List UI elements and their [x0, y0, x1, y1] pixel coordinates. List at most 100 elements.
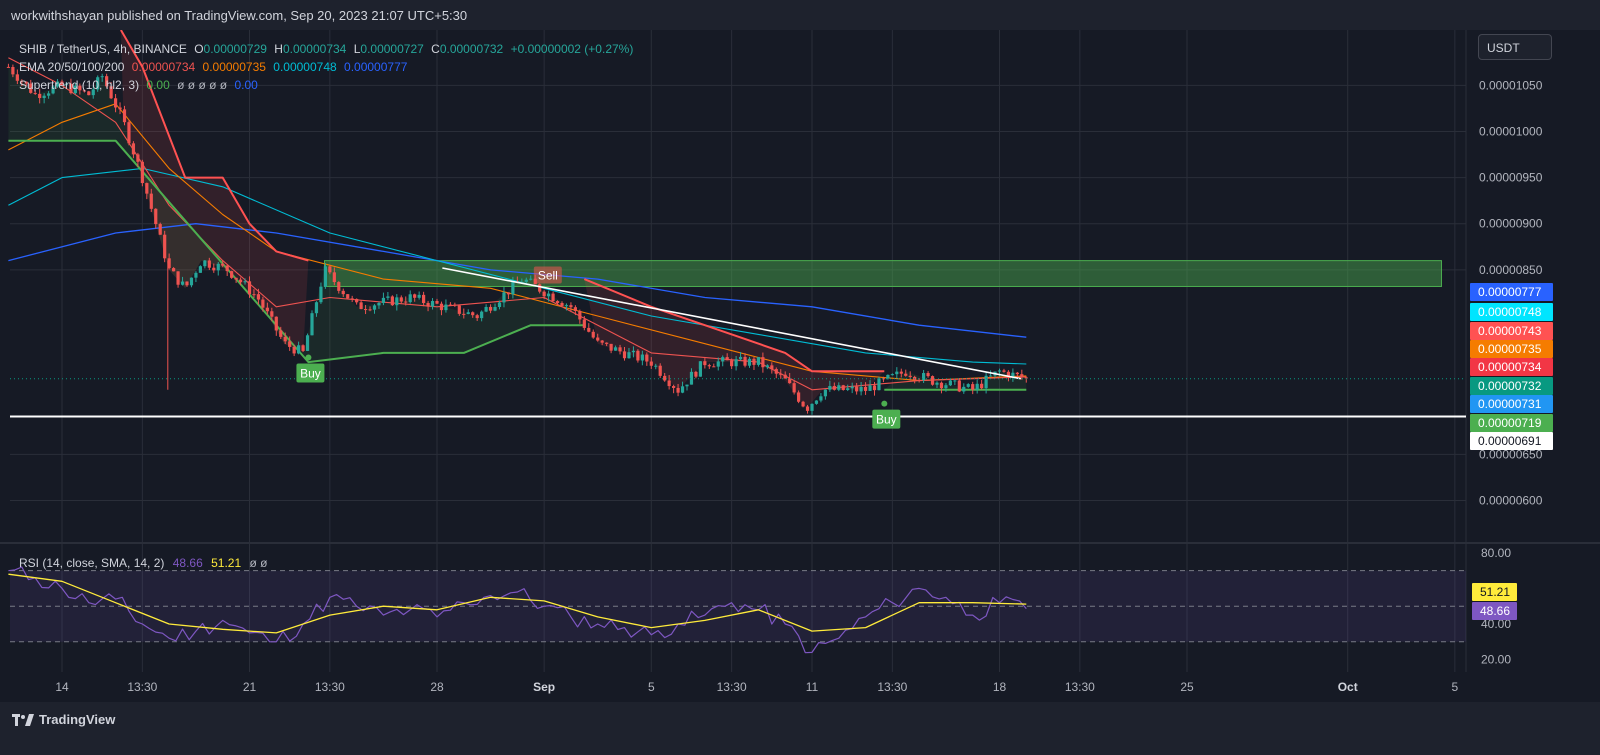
candle-body[interactable] [605, 342, 609, 344]
candle-body[interactable] [386, 296, 390, 298]
candle-body[interactable] [957, 380, 961, 392]
candle-body[interactable] [618, 347, 622, 352]
candle-body[interactable] [6, 66, 11, 68]
candle-body[interactable] [163, 234, 167, 259]
candle-body[interactable] [547, 293, 551, 297]
candle-body[interactable] [395, 297, 399, 306]
candle-body[interactable] [270, 311, 274, 317]
candle-body[interactable] [975, 383, 979, 390]
candle-body[interactable] [680, 386, 685, 393]
candle-body[interactable] [560, 303, 564, 306]
candle-body[interactable] [341, 290, 345, 295]
candle-body[interactable] [238, 279, 243, 283]
candle-body[interactable] [497, 302, 502, 308]
candle-body[interactable] [765, 365, 769, 368]
candle-body[interactable] [346, 294, 350, 299]
candle-body[interactable] [15, 74, 19, 81]
candle-body[interactable] [863, 386, 868, 391]
candle-body[interactable] [381, 297, 386, 304]
candle-body[interactable] [399, 297, 403, 302]
candle-body[interactable] [859, 386, 863, 392]
candle-body[interactable] [716, 361, 720, 367]
candle-body[interactable] [721, 357, 725, 362]
candle-body[interactable] [194, 272, 198, 278]
candle-body[interactable] [587, 327, 591, 332]
candle-body[interactable] [819, 396, 823, 401]
candle-body[interactable] [569, 305, 573, 308]
candle-body[interactable] [877, 378, 881, 391]
candle-body[interactable] [712, 366, 716, 368]
candle-body[interactable] [654, 365, 658, 367]
candle-body[interactable] [413, 294, 417, 298]
candle-body[interactable] [738, 356, 743, 360]
candle-body[interactable] [734, 359, 738, 367]
candle-body[interactable] [140, 161, 144, 184]
candle-body[interactable] [926, 373, 930, 377]
candle-body[interactable] [980, 383, 984, 389]
resistance-zone[interactable] [324, 260, 1442, 287]
candle-body[interactable] [42, 95, 46, 99]
candle-body[interactable] [613, 347, 618, 351]
buy-signal-box[interactable] [296, 363, 325, 383]
candle-body[interactable] [109, 86, 113, 99]
candle-body[interactable] [564, 305, 569, 307]
candle-body[interactable] [198, 266, 202, 273]
candle-body[interactable] [667, 380, 671, 387]
candle-body[interactable] [265, 307, 269, 312]
buy-signal-box[interactable] [872, 409, 901, 429]
candle-body[interactable] [511, 281, 515, 295]
candle-body[interactable] [935, 382, 939, 385]
candle-body[interactable] [172, 268, 176, 272]
candle-body[interactable] [225, 265, 229, 272]
candle-body[interactable] [78, 85, 82, 91]
candle-body[interactable] [502, 292, 506, 303]
candle-body[interactable] [756, 357, 761, 365]
candle-body[interactable] [372, 305, 377, 310]
candle-body[interactable] [622, 351, 627, 359]
candle-body[interactable] [797, 392, 801, 402]
candle-body[interactable] [55, 81, 60, 87]
candle-body[interactable] [631, 350, 636, 353]
candle-body[interactable] [283, 336, 287, 342]
candle-body[interactable] [82, 90, 86, 92]
candle-body[interactable] [301, 345, 305, 351]
candle-body[interactable] [698, 361, 702, 377]
candle-body[interactable] [350, 298, 354, 300]
candle-body[interactable] [426, 303, 430, 307]
candle-body[interactable] [189, 277, 194, 286]
candle-body[interactable] [672, 386, 676, 388]
candle-body[interactable] [922, 373, 926, 381]
candle-body[interactable] [774, 369, 778, 374]
candle-body[interactable] [988, 375, 993, 377]
candle-body[interactable] [323, 266, 327, 287]
candle-body[interactable] [363, 309, 368, 311]
candle-body[interactable] [305, 335, 310, 351]
candle-body[interactable] [841, 385, 845, 390]
candle-body[interactable] [127, 122, 131, 144]
candle-body[interactable] [145, 183, 149, 194]
candle-body[interactable] [493, 307, 497, 311]
candle-body[interactable] [573, 307, 577, 312]
candle-body[interactable] [87, 91, 91, 96]
candle-body[interactable] [448, 304, 452, 306]
candle-body[interactable] [51, 86, 55, 94]
candle-body[interactable] [881, 378, 886, 380]
candle-body[interactable] [355, 298, 359, 303]
candle-body[interactable] [551, 293, 555, 302]
candle-body[interactable] [725, 357, 729, 361]
candle-body[interactable] [591, 331, 595, 338]
candle-body[interactable] [837, 385, 841, 390]
candle-body[interactable] [850, 386, 854, 389]
candle-body[interactable] [752, 358, 756, 365]
candle-body[interactable] [252, 294, 256, 296]
candle-body[interactable] [770, 365, 774, 370]
candle-body[interactable] [453, 304, 457, 306]
candle-body[interactable] [475, 315, 479, 319]
candle-body[interactable] [689, 371, 694, 385]
candle-body[interactable] [997, 370, 1002, 372]
candle-body[interactable] [596, 337, 600, 341]
candle-body[interactable] [96, 77, 100, 90]
candle-body[interactable] [149, 193, 153, 209]
chart-canvas[interactable]: Buy Buy Sell 0.00001050 0.00001000 0.00000950… [0, 30, 1600, 702]
candle-body[interactable] [805, 406, 810, 411]
